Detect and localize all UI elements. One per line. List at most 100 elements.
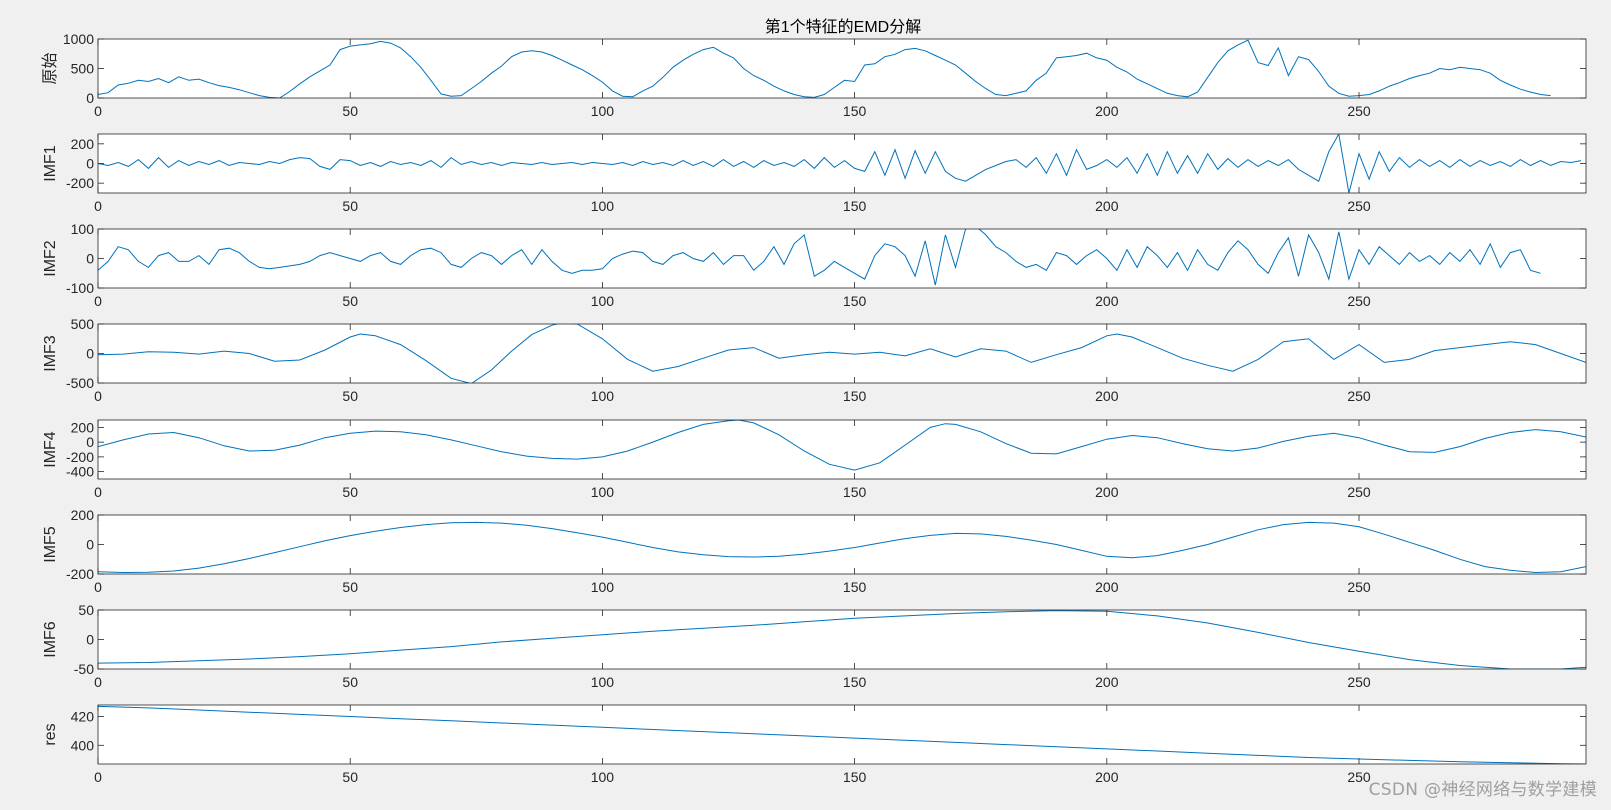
x-tick-label: 200 <box>1095 769 1119 785</box>
y-tick-label: 100 <box>71 221 95 237</box>
x-tick-label: 150 <box>843 484 867 500</box>
axes-background <box>98 705 1586 764</box>
x-tick-label: 0 <box>94 579 102 595</box>
x-tick-label: 50 <box>342 674 358 690</box>
x-tick-label: 250 <box>1347 674 1371 690</box>
y-axis-label: IMF3 <box>42 335 59 372</box>
x-tick-label: 250 <box>1347 484 1371 500</box>
x-tick-label: 150 <box>843 769 867 785</box>
y-tick-label: 400 <box>71 737 95 753</box>
y-tick-label: 0 <box>86 537 94 553</box>
x-tick-label: 150 <box>843 198 867 214</box>
x-tick-label: 250 <box>1347 769 1371 785</box>
x-tick-label: 100 <box>591 198 615 214</box>
series-line <box>98 134 1582 193</box>
x-tick-label: 150 <box>843 579 867 595</box>
y-tick-label: -100 <box>66 280 94 296</box>
x-tick-label: 0 <box>94 198 102 214</box>
y-tick-label: 500 <box>71 61 95 77</box>
x-tick-label: 0 <box>94 484 102 500</box>
axes-background <box>98 229 1586 288</box>
y-tick-label: -200 <box>66 566 94 582</box>
x-tick-label: 0 <box>94 103 102 119</box>
x-tick-label: 100 <box>591 579 615 595</box>
y-axis-label: IMF6 <box>42 621 59 658</box>
x-tick-label: 50 <box>342 579 358 595</box>
axes-background <box>98 134 1586 193</box>
x-tick-label: 50 <box>342 293 358 309</box>
x-tick-label: 250 <box>1347 103 1371 119</box>
axes-background <box>98 39 1586 98</box>
y-axis-label: res <box>42 723 59 745</box>
y-axis-label: IMF2 <box>42 240 59 277</box>
x-tick-label: 50 <box>342 103 358 119</box>
y-tick-label: 1000 <box>63 31 94 47</box>
y-axis-label: IMF1 <box>42 145 59 182</box>
x-tick-label: 100 <box>591 484 615 500</box>
y-tick-label: 0 <box>86 90 94 106</box>
y-tick-label: 200 <box>71 136 95 152</box>
x-tick-label: 250 <box>1347 579 1371 595</box>
series-line <box>98 324 1586 383</box>
series-line <box>98 39 1551 98</box>
y-tick-label: -50 <box>74 661 94 677</box>
x-tick-label: 50 <box>342 769 358 785</box>
x-tick-label: 50 <box>342 484 358 500</box>
y-tick-label: -500 <box>66 375 94 391</box>
axes-background <box>98 610 1586 669</box>
x-tick-label: 0 <box>94 769 102 785</box>
axes-background <box>98 515 1586 574</box>
x-tick-label: 100 <box>591 674 615 690</box>
y-axis-label: 原始 <box>41 52 59 84</box>
axes-frame <box>97 419 1587 480</box>
y-tick-label: -200 <box>66 175 94 191</box>
x-tick-label: 100 <box>591 103 615 119</box>
x-tick-label: 200 <box>1095 674 1119 690</box>
x-tick-label: 200 <box>1095 579 1119 595</box>
y-tick-label: 0 <box>86 156 94 172</box>
y-tick-label: 0 <box>86 434 94 450</box>
y-tick-label: 200 <box>71 507 95 523</box>
x-tick-label: 100 <box>591 388 615 404</box>
x-tick-label: 150 <box>843 103 867 119</box>
x-tick-label: 200 <box>1095 293 1119 309</box>
x-tick-label: 200 <box>1095 484 1119 500</box>
subplot-8: 0 50 100 150 200 250 400 420 res <box>42 704 1587 785</box>
watermark: CSDN @神经网络与数学建模 <box>1368 780 1597 800</box>
y-tick-label: 420 <box>71 709 95 725</box>
x-tick-label: 150 <box>843 388 867 404</box>
x-tick-label: 0 <box>94 388 102 404</box>
y-tick-label: 500 <box>71 316 95 332</box>
y-tick-label: 0 <box>86 346 94 362</box>
chart-title: 第1个特征的EMD分解 <box>765 18 921 36</box>
x-tick-label: 100 <box>591 769 615 785</box>
x-tick-label: 50 <box>342 198 358 214</box>
x-tick-label: 100 <box>591 293 615 309</box>
x-tick-label: 250 <box>1347 388 1371 404</box>
x-tick-label: 250 <box>1347 293 1371 309</box>
x-tick-label: 0 <box>94 674 102 690</box>
x-tick-label: 200 <box>1095 198 1119 214</box>
x-tick-label: 150 <box>843 674 867 690</box>
y-tick-label: 0 <box>86 632 94 648</box>
x-tick-label: 250 <box>1347 198 1371 214</box>
y-tick-label: 200 <box>71 419 95 435</box>
x-tick-label: 200 <box>1095 388 1119 404</box>
series-line <box>98 420 1586 471</box>
x-tick-label: 200 <box>1095 103 1119 119</box>
y-tick-label: -200 <box>66 449 94 465</box>
y-axis-label: IMF5 <box>42 526 59 563</box>
y-tick-label: 50 <box>78 602 94 618</box>
axes-background <box>98 420 1586 479</box>
series-line <box>98 610 1586 669</box>
y-tick-label: 0 <box>86 251 94 267</box>
x-tick-label: 150 <box>843 293 867 309</box>
